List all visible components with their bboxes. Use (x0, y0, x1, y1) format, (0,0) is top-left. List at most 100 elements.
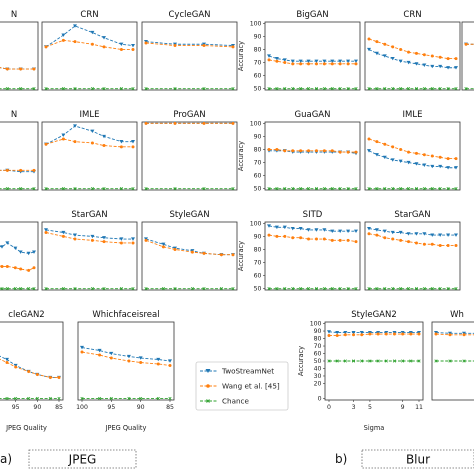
point-marker (374, 228, 379, 232)
point-marker (438, 55, 442, 59)
point-marker (290, 226, 295, 231)
point-marker (414, 62, 419, 66)
point-marker (391, 87, 395, 91)
y-axis-label: Accuracy (297, 346, 305, 376)
x-tick-label: 5 (368, 404, 372, 411)
point-marker (368, 332, 372, 336)
point-marker (90, 87, 94, 91)
point-marker (144, 238, 148, 242)
point-marker (306, 87, 311, 91)
plot-frame (364, 221, 461, 291)
point-marker (90, 234, 95, 239)
point-marker (382, 155, 387, 160)
point-marker (102, 236, 106, 240)
point-marker (392, 359, 397, 363)
point-marker (0, 245, 4, 249)
point-marker (109, 356, 113, 360)
point-marker (119, 241, 123, 245)
point-marker (330, 59, 335, 64)
point-marker (73, 87, 77, 91)
point-marker (109, 396, 113, 401)
point-marker (368, 359, 372, 363)
point-marker (422, 163, 427, 167)
point-marker (283, 61, 287, 65)
point-marker (399, 187, 403, 191)
series-line (368, 49, 456, 69)
point-marker (32, 287, 36, 291)
point-marker (131, 187, 135, 191)
point-marker (131, 241, 135, 245)
point-marker (399, 238, 403, 242)
point-marker (330, 287, 334, 291)
point-marker (407, 240, 411, 244)
point-marker (367, 187, 371, 191)
point-marker (446, 66, 451, 70)
point-marker (446, 157, 450, 161)
point-marker (392, 332, 396, 336)
point-marker (367, 137, 371, 141)
point-marker (19, 187, 23, 191)
point-marker (438, 233, 443, 237)
point-marker (327, 359, 331, 363)
panel-j-stargan: StarGAN (41, 210, 138, 291)
point-marker (298, 226, 303, 231)
point-marker (322, 237, 326, 241)
y-tick-label: 70 (254, 60, 262, 67)
point-marker (5, 396, 9, 401)
point-marker (168, 396, 172, 401)
point-marker (18, 250, 23, 254)
point-marker (267, 287, 271, 291)
point-marker (97, 348, 102, 353)
y-tick-label: 50 (254, 86, 262, 93)
point-marker (330, 87, 334, 91)
point-marker (290, 59, 295, 64)
plot-frame (141, 221, 238, 291)
plot-frame (41, 121, 138, 191)
point-marker (407, 50, 411, 54)
point-marker (422, 153, 426, 157)
panel-b-sitd: SITD 50 60 70 80 90 100 Accuracy (237, 210, 361, 293)
point-marker (131, 43, 135, 48)
captions: a) JPEG b) Blur (0, 449, 474, 469)
point-marker (48, 396, 52, 401)
point-marker (414, 162, 419, 166)
point-marker (391, 287, 395, 291)
point-marker (282, 58, 287, 62)
point-marker (338, 287, 342, 291)
point-marker (414, 51, 418, 55)
point-marker (314, 287, 319, 291)
point-marker (375, 87, 379, 91)
panel-title: CRN (80, 10, 98, 20)
point-marker (338, 150, 342, 154)
series-line (268, 225, 356, 232)
point-marker (454, 187, 458, 191)
y-tick-label: 80 (254, 146, 262, 153)
point-marker (307, 62, 311, 66)
point-marker (173, 87, 177, 91)
point-marker (173, 287, 177, 291)
point-marker (346, 287, 350, 291)
panel-j-r2c0 (0, 221, 39, 291)
point-marker (299, 87, 303, 91)
point-marker (398, 230, 403, 235)
point-marker (454, 244, 458, 248)
point-marker (14, 365, 18, 369)
panel-b-imle: IMLE (364, 110, 461, 191)
point-marker (327, 334, 331, 338)
point-marker (48, 375, 52, 379)
point-marker (346, 150, 350, 154)
x-tick-label: 95 (12, 404, 20, 411)
caption-b-letter: b) (335, 452, 347, 466)
point-marker (307, 149, 311, 153)
point-marker (119, 42, 124, 47)
point-marker (90, 42, 94, 46)
panel-j-crn: CRN (41, 10, 138, 91)
panel-b-biggan: BigGAN 50 60 70 80 90 100 Accuracy (237, 10, 361, 93)
point-marker (32, 168, 36, 172)
point-marker (73, 124, 77, 128)
point-marker (354, 287, 358, 291)
point-marker (306, 59, 311, 64)
point-marker (102, 187, 106, 191)
point-marker (351, 330, 356, 335)
series-line (435, 332, 474, 334)
